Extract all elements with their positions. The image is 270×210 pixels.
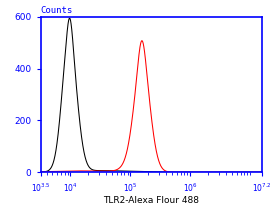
Text: Counts: Counts	[40, 6, 73, 15]
X-axis label: TLR2-Alexa Flour 488: TLR2-Alexa Flour 488	[103, 196, 199, 205]
